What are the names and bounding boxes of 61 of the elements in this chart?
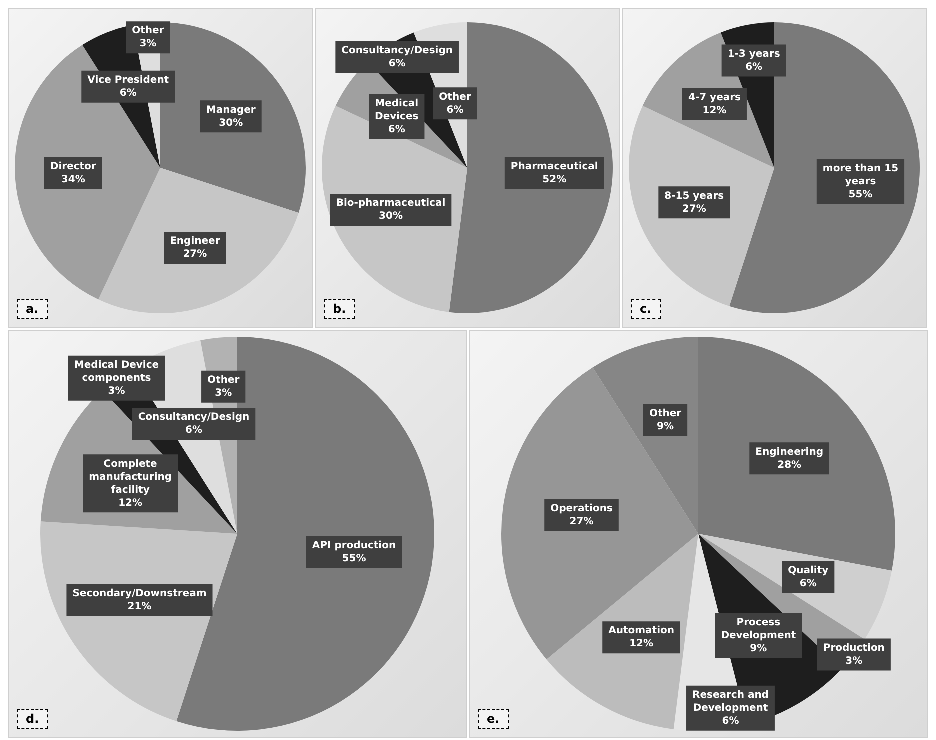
slice-label: Other (208, 375, 240, 386)
data-label: 6% (800, 578, 817, 590)
slice-label: 1-3 years (728, 48, 780, 60)
slice-label: Consultancy/Design (138, 412, 250, 424)
slice-label: Engineer (170, 236, 220, 248)
slice-label: Automation (608, 626, 674, 637)
data-label: 30% (219, 118, 244, 129)
slice-label: 4-7 years (688, 92, 742, 104)
slice-label: Other (132, 26, 164, 37)
slice-label: Medical Device components (74, 360, 160, 384)
slice-label: API production (312, 540, 396, 552)
text: e. (478, 709, 509, 729)
data-label: 21% (128, 602, 152, 613)
slice-label: Operations (550, 504, 613, 515)
slice-label: Quality (788, 566, 830, 577)
data-label: 12% (630, 638, 654, 650)
data-label: 34% (61, 174, 86, 186)
slice-label: Consultancy/Design (342, 46, 453, 57)
data-label: 27% (682, 204, 706, 215)
data-label: 52% (542, 174, 567, 186)
data-label: 6% (722, 716, 740, 727)
slice-label: Bio-pharmaceutical (336, 198, 446, 210)
slice-label: more than 15 years (822, 163, 899, 188)
slice-label: Complete manufacturing facility (89, 458, 172, 496)
data-label: 3% (846, 656, 863, 667)
data-label: 30% (379, 211, 403, 222)
slice-label: 8-15 years (664, 190, 724, 202)
data-label: 55% (848, 189, 873, 200)
text: b. (324, 299, 356, 319)
data-label: 12% (118, 498, 143, 509)
data-label: 3% (108, 386, 126, 397)
slice-label: Other (649, 408, 682, 420)
data-label: 6% (388, 124, 406, 136)
slice-label: Pharmaceutical (510, 162, 598, 173)
slice-label: Production (823, 642, 885, 654)
slice-label: Vice President (88, 74, 170, 86)
slice-label: Secondary/Downstream (72, 588, 207, 600)
data-label: 6% (185, 425, 202, 436)
text: c. (631, 299, 661, 319)
text: a. (17, 299, 48, 319)
data-label: 9% (750, 643, 768, 654)
slice-label: Manager (206, 104, 256, 116)
slice-label: Engineering (756, 446, 824, 458)
data-label: 3% (215, 388, 232, 399)
data-label: 27% (570, 516, 594, 528)
data-label: 12% (702, 105, 727, 116)
data-label: 6% (446, 104, 464, 116)
slice-label: Medical Devices (375, 98, 419, 122)
slice-label: Process Development (721, 617, 796, 642)
data-label: 27% (183, 249, 208, 260)
slice-label: Research and Development (692, 690, 769, 714)
data-label: 9% (657, 422, 674, 433)
data-label: 55% (342, 554, 366, 565)
data-label: 6% (120, 88, 137, 99)
slice-label: Other (439, 92, 472, 103)
data-label: 6% (746, 62, 763, 73)
data-label: 28% (778, 460, 802, 471)
slice-label: Director (50, 162, 96, 173)
data-label: 3% (140, 38, 157, 50)
text: d. (17, 709, 48, 729)
data-label: 6% (388, 58, 406, 70)
